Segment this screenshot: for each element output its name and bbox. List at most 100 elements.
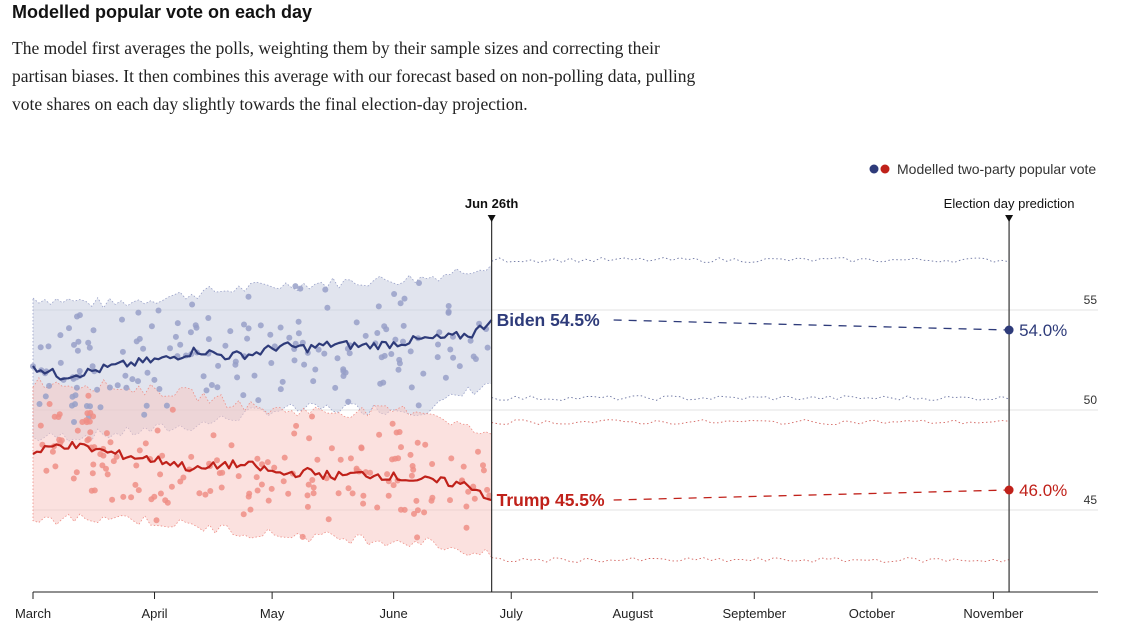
trump-poll-dot xyxy=(104,471,111,478)
trump-poll-dot xyxy=(460,463,467,470)
trump-poll-dot xyxy=(136,447,143,454)
biden-current-label: Biden 54.5% xyxy=(497,310,601,330)
biden-poll-dot xyxy=(244,335,251,342)
trump-poll-dot xyxy=(421,509,428,516)
biden-poll-dot xyxy=(332,384,339,391)
trump-poll-dot xyxy=(240,511,247,518)
biden-poll-dot xyxy=(392,336,399,343)
trump-poll-dot xyxy=(162,497,169,504)
biden-poll-dot xyxy=(144,369,151,376)
trump-poll-dot xyxy=(447,497,453,504)
biden-projection-line xyxy=(613,319,1010,331)
x-tick-label: August xyxy=(613,606,654,621)
biden-poll-dot xyxy=(75,338,82,345)
trump-poll-dot xyxy=(347,455,354,462)
trump-poll-dot xyxy=(429,461,436,467)
biden-poll-dot xyxy=(388,351,395,357)
biden-poll-dot xyxy=(310,378,317,385)
trump-poll-dot xyxy=(91,487,98,494)
trump-poll-dot xyxy=(247,506,254,513)
biden-future-upper-bound xyxy=(491,257,1010,263)
trump-poll-dot xyxy=(151,493,158,500)
trump-poll-dot xyxy=(306,435,313,442)
biden-poll-dot xyxy=(46,382,53,389)
biden-poll-dot xyxy=(374,330,381,336)
biden-poll-dot xyxy=(467,337,474,344)
biden-poll-dot xyxy=(57,359,64,366)
biden-poll-dot xyxy=(187,329,194,336)
biden-poll-dot xyxy=(255,397,262,404)
biden-poll-dot xyxy=(346,350,353,357)
trump-poll-dot xyxy=(110,458,117,465)
biden-poll-dot xyxy=(234,374,241,381)
trump-poll-dot xyxy=(360,500,367,507)
trump-poll-dot xyxy=(486,492,493,499)
trump-poll-dot xyxy=(271,464,278,471)
biden-poll-dot xyxy=(380,379,387,386)
x-tick-label: July xyxy=(500,606,524,621)
trump-poll-dot xyxy=(87,429,94,436)
biden-poll-dot xyxy=(292,340,299,347)
trump-poll-dot xyxy=(169,406,176,413)
trump-prediction-label: 46.0% xyxy=(1019,481,1067,500)
trump-poll-dot xyxy=(103,430,110,437)
trump-poll-dot xyxy=(396,429,403,435)
trump-poll-dot xyxy=(218,484,225,491)
biden-poll-dot xyxy=(240,392,247,399)
biden-poll-dot xyxy=(397,300,404,307)
biden-poll-dot xyxy=(436,329,443,336)
trump-poll-dot xyxy=(414,439,421,446)
biden-poll-dot xyxy=(189,301,196,308)
trump-poll-dot xyxy=(87,409,94,416)
biden-poll-dot xyxy=(156,386,163,392)
biden-poll-dot xyxy=(119,316,125,323)
biden-poll-dot xyxy=(286,334,293,341)
biden-poll-dot xyxy=(172,333,179,340)
trump-current-label: Trump 45.5% xyxy=(497,490,605,510)
trump-poll-dot xyxy=(103,465,109,472)
election-day-marker-label: Election day prediction xyxy=(944,196,1075,211)
biden-poll-dot xyxy=(37,344,44,351)
trump-poll-dot xyxy=(353,465,360,472)
biden-poll-dot xyxy=(86,344,93,351)
biden-poll-dot xyxy=(73,384,80,391)
biden-poll-dot xyxy=(241,321,247,328)
biden-poll-dot xyxy=(141,411,148,418)
trump-poll-dot xyxy=(413,497,420,504)
biden-poll-dot xyxy=(129,376,136,383)
trump-poll-dot xyxy=(168,483,175,490)
legend-label: Modelled two-party popular vote xyxy=(897,161,1096,177)
biden-poll-dot xyxy=(312,366,319,373)
biden-poll-dot xyxy=(445,308,452,315)
biden-poll-dot xyxy=(447,346,454,353)
biden-poll-dot xyxy=(251,372,258,379)
biden-poll-dot xyxy=(74,347,81,354)
trump-poll-dot xyxy=(325,516,332,523)
trump-poll-dot xyxy=(120,493,127,500)
trump-poll-dot xyxy=(374,504,381,511)
trump-poll-dot xyxy=(480,467,487,474)
biden-poll-dot xyxy=(415,402,422,409)
trump-poll-dot xyxy=(49,448,56,455)
trump-poll-dot xyxy=(314,456,321,463)
trump-poll-dot xyxy=(360,492,367,499)
biden-poll-dot xyxy=(227,328,234,335)
biden-poll-dot xyxy=(72,392,79,399)
biden-poll-dot xyxy=(232,358,239,365)
biden-poll-dot xyxy=(408,384,415,391)
trump-poll-dot xyxy=(304,492,311,499)
biden-poll-dot xyxy=(416,280,422,286)
trump-projection-line xyxy=(613,489,1010,501)
biden-poll-dot xyxy=(375,303,382,310)
biden-poll-dot xyxy=(89,363,96,370)
biden-poll-dot xyxy=(257,322,264,329)
biden-poll-dot xyxy=(155,307,162,314)
x-tick-label: May xyxy=(260,606,285,621)
trump-poll-dot xyxy=(188,453,195,460)
x-tick-label: November xyxy=(963,606,1024,621)
trump-poll-dot xyxy=(228,442,235,449)
trump-poll-dot xyxy=(337,456,344,463)
trump-poll-dot xyxy=(207,488,214,494)
biden-poll-dot xyxy=(322,286,329,293)
biden-poll-dot xyxy=(324,304,331,311)
